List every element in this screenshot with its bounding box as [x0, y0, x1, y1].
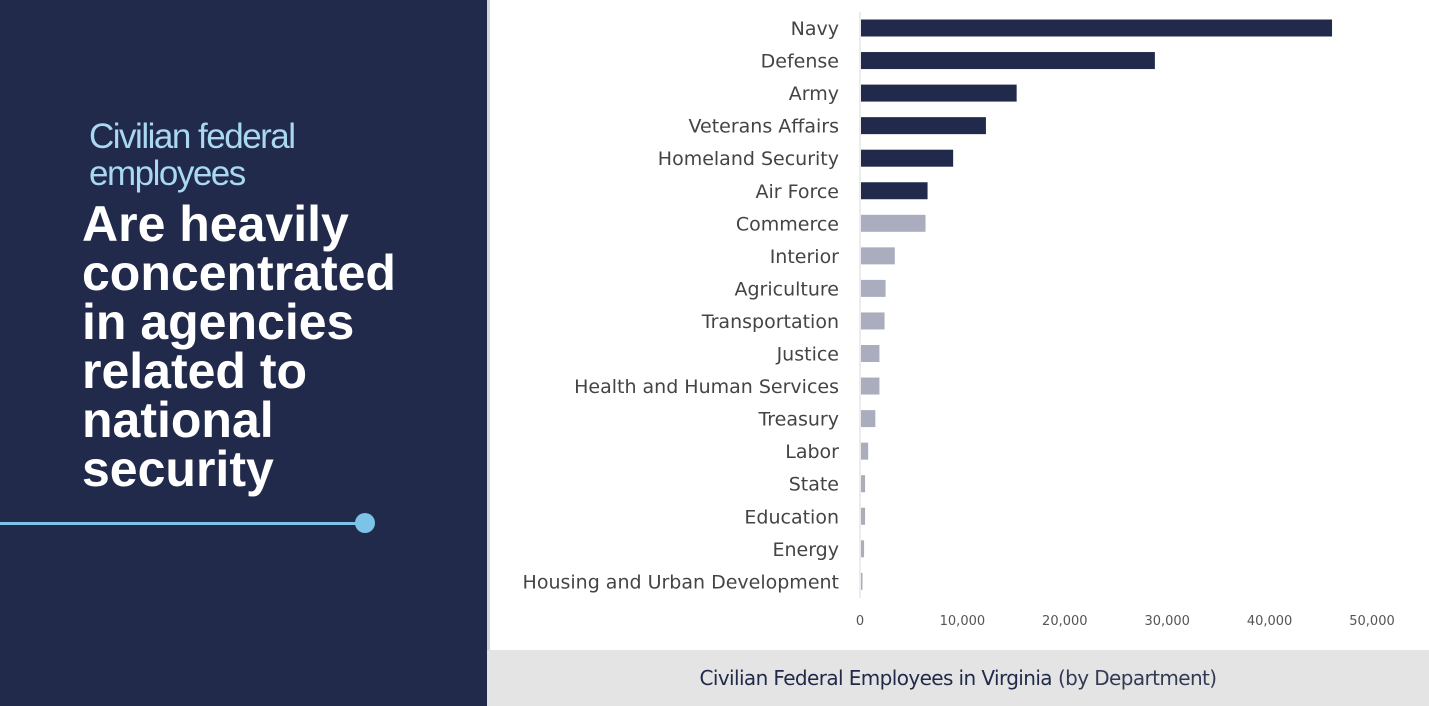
- category-label: Commerce: [736, 213, 839, 235]
- category-label: Labor: [785, 441, 839, 463]
- bar-state: [861, 475, 866, 493]
- category-label: Agriculture: [735, 278, 840, 300]
- category-label: Air Force: [755, 181, 839, 203]
- category-label: Education: [744, 506, 839, 528]
- category-label: Energy: [772, 539, 839, 561]
- x-tick-label: 10,000: [940, 614, 986, 629]
- x-tick-label: 0: [856, 614, 864, 629]
- bar-army: [861, 84, 1017, 102]
- bar-education: [861, 507, 866, 525]
- category-label: State: [789, 474, 839, 496]
- category-label: Treasury: [757, 409, 839, 431]
- category-label: Interior: [770, 246, 839, 268]
- panel-divider: [487, 0, 490, 650]
- bar-veterans-affairs: [861, 117, 986, 135]
- bar-treasury: [861, 410, 876, 428]
- category-label: Army: [789, 83, 839, 105]
- panel-subtitle: Civilian federal employees: [89, 117, 296, 193]
- category-label: Navy: [791, 18, 839, 40]
- bar-homeland-security: [861, 149, 954, 167]
- x-tick-label: 30,000: [1144, 614, 1190, 629]
- accent-line: [0, 522, 362, 525]
- category-label: Justice: [776, 344, 839, 366]
- bar-defense: [861, 52, 1155, 70]
- bar-housing-and-urban-development: [861, 572, 863, 590]
- category-label: Homeland Security: [658, 148, 839, 170]
- bar-energy: [861, 540, 865, 558]
- left-panel: Civilian federal employees Are heavily c…: [0, 0, 487, 706]
- bar-transportation: [861, 312, 885, 330]
- category-label: Defense: [761, 51, 839, 73]
- bar-air-force: [861, 182, 928, 200]
- category-label: Transportation: [701, 311, 839, 333]
- category-label: Housing and Urban Development: [523, 571, 839, 593]
- category-label: Health and Human Services: [574, 376, 839, 398]
- caption-title: Civilian Federal Employees in Virginia: [699, 666, 1053, 690]
- bar-chart: Navy Defense Army Veterans Affairs Homeland …: [523, 12, 1395, 629]
- chart-caption: Civilian Federal Employees in Virginia (…: [487, 650, 1429, 706]
- chart-area: Navy Defense Army Veterans Affairs Homeland …: [490, 0, 1429, 650]
- bar-health-and-human-services: [861, 377, 880, 395]
- bar-labor: [861, 442, 869, 460]
- x-tick-label: 20,000: [1042, 614, 1088, 629]
- caption-suffix: (by Department): [1057, 666, 1217, 690]
- bar-agriculture: [861, 279, 886, 297]
- bar-justice: [861, 345, 880, 362]
- category-label: Veterans Affairs: [688, 116, 839, 138]
- x-tick-label: 40,000: [1247, 614, 1293, 629]
- panel-headline: Are heavily concentrated in agencies rel…: [82, 196, 396, 497]
- bar-interior: [861, 247, 895, 265]
- accent-dot: [355, 513, 375, 533]
- x-tick-label: 50,000: [1349, 614, 1395, 629]
- bar-commerce: [861, 214, 926, 232]
- bar-navy: [861, 19, 1333, 37]
